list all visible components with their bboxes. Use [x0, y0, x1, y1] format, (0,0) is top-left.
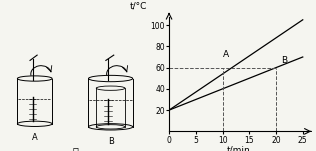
Text: A: A	[32, 133, 38, 142]
Text: 甲: 甲	[73, 146, 79, 151]
Y-axis label: t/°C: t/°C	[130, 2, 147, 11]
Text: B: B	[108, 137, 113, 146]
X-axis label: t/min: t/min	[227, 146, 251, 151]
Text: B: B	[281, 56, 288, 66]
Text: A: A	[222, 50, 229, 59]
